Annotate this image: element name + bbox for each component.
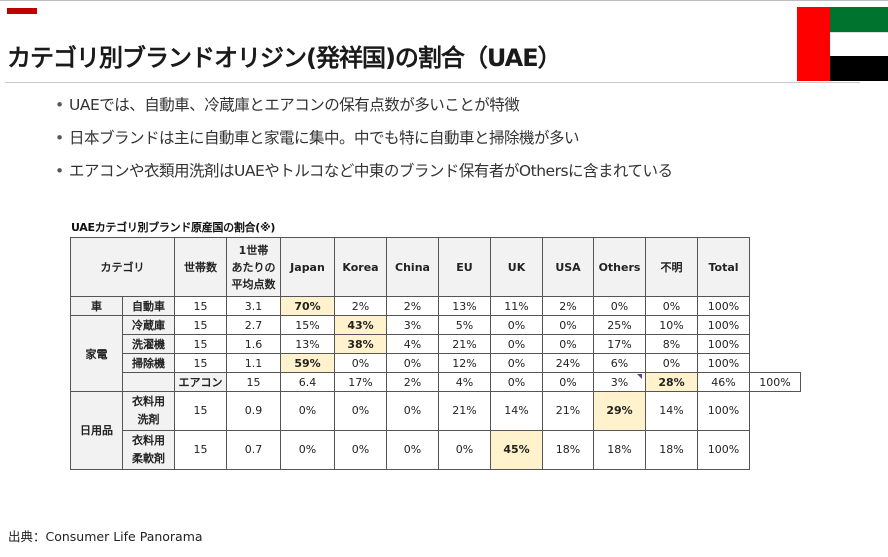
bullet-item: • 日本ブランドは主に自動車と家電に集中。中でも特に自動車と掃除機が多い bbox=[55, 126, 673, 159]
row-label: 冷蔵庫 bbox=[122, 315, 175, 335]
bullet-dot-icon: • bbox=[55, 162, 64, 180]
header-uk: UK bbox=[490, 237, 543, 297]
flag-red-band bbox=[797, 7, 830, 81]
row-label: 自動車 bbox=[122, 296, 175, 316]
flag-white-band bbox=[830, 32, 888, 57]
bullet-dot-icon: • bbox=[55, 96, 64, 114]
header-avg-items: 1世帯 あたりの 平均点数 bbox=[226, 237, 281, 297]
title-divider bbox=[5, 82, 860, 83]
accent-bar bbox=[7, 8, 37, 14]
bullet-item: • UAEでは、自動車、冷蔵庫とエアコンの保有点数が多いことが特徴 bbox=[55, 93, 673, 126]
page-title: カテゴリ別ブランドオリジン(発祥国)の割合（UAE） bbox=[7, 44, 562, 72]
table-caption: UAEカテゴリ別ブランド原産国の割合(※) bbox=[71, 221, 276, 234]
table-row: 日用品 衣料用 洗剤 15 0.9 0% 0% 0% 21% 14% 21% 2… bbox=[70, 391, 801, 470]
source-note: 出典：Consumer Life Panorama bbox=[8, 529, 203, 544]
table-row: エアコン 15 6.4 17% 2% 4% 0% 0% 3% 28% 46% 1… bbox=[71, 372, 801, 392]
row-label: 衣料用 洗剤 bbox=[122, 391, 175, 431]
table-row: 車 自動車 15 3.1 70% 2% 2% 13% 11% 2% 0% 0% … bbox=[70, 296, 801, 316]
row-label: エアコン bbox=[174, 372, 227, 392]
summary-bullets: • UAEでは、自動車、冷蔵庫とエアコンの保有点数が多いことが特徴 • 日本ブランド… bbox=[55, 93, 673, 192]
group-car: 車 bbox=[70, 296, 123, 316]
bullet-item: • エアコンや衣類用洗剤はUAEやトルコなど中東のブランド保有者がOthersに含… bbox=[55, 159, 673, 192]
group-daily-goods: 日用品 bbox=[70, 391, 123, 470]
flag-green-band bbox=[830, 7, 888, 32]
flag-black-band bbox=[830, 56, 888, 81]
header-usa: USA bbox=[542, 237, 594, 297]
table-row: 家電 冷蔵庫 15 2.7 15% 43% 3% 5% 0% 0% 25% 10… bbox=[70, 315, 801, 392]
group-appliances: 家電 bbox=[70, 315, 123, 392]
table-row: 衣料用 柔軟剤 15 0.7 0% 0% 0% 0% 45% 18% 18% 1… bbox=[71, 430, 801, 470]
header-unknown: 不明 bbox=[645, 237, 698, 297]
table-header-row: カテゴリ 世帯数 1世帯 あたりの 平均点数 Japan Korea China… bbox=[70, 237, 801, 297]
top-rule bbox=[0, 0, 888, 1]
header-korea: Korea bbox=[334, 237, 387, 297]
header-japan: Japan bbox=[280, 237, 335, 297]
header-china: China bbox=[386, 237, 439, 297]
header-households: 世帯数 bbox=[174, 237, 227, 297]
uae-flag-icon bbox=[797, 7, 888, 81]
comment-marker-icon bbox=[637, 374, 642, 379]
bullet-dot-icon: • bbox=[55, 129, 64, 147]
header-eu: EU bbox=[438, 237, 491, 297]
header-total: Total bbox=[697, 237, 750, 297]
header-category: カテゴリ bbox=[70, 237, 175, 297]
header-others: Others bbox=[593, 237, 646, 297]
row-label: 洗濯機 bbox=[122, 334, 175, 354]
brand-origin-table: カテゴリ 世帯数 1世帯 あたりの 平均点数 Japan Korea China… bbox=[70, 237, 801, 470]
row-label: 掃除機 bbox=[122, 353, 175, 373]
row-label: 衣料用 柔軟剤 bbox=[122, 430, 175, 470]
group-appliances-cont bbox=[122, 372, 175, 392]
table-row: 洗濯機 15 1.6 13% 38% 4% 21% 0% 0% 17% 8% 1… bbox=[71, 334, 801, 354]
table-row: 掃除機 15 1.1 59% 0% 0% 12% 0% 24% 6% 0% 10… bbox=[71, 353, 801, 373]
